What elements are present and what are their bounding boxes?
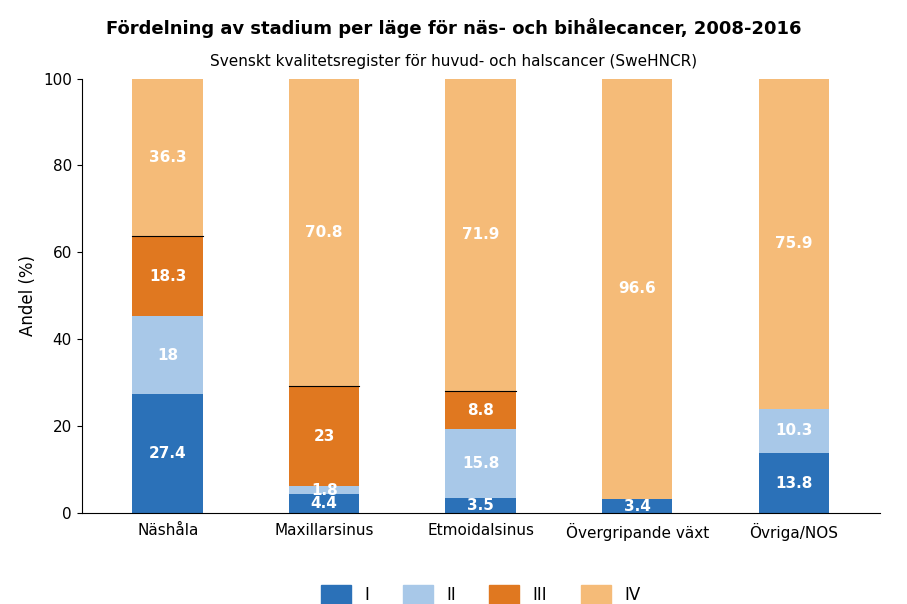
Bar xyxy=(602,499,672,513)
Bar xyxy=(132,394,203,513)
Text: 3.5: 3.5 xyxy=(467,498,494,513)
Bar xyxy=(289,79,359,387)
Text: 18: 18 xyxy=(157,348,179,362)
Text: 1.8: 1.8 xyxy=(311,483,337,498)
Text: 27.4: 27.4 xyxy=(149,446,187,461)
Text: 18.3: 18.3 xyxy=(149,269,187,284)
Text: 75.9: 75.9 xyxy=(775,236,813,251)
Bar xyxy=(602,79,672,499)
Text: 71.9: 71.9 xyxy=(462,227,500,242)
Text: 70.8: 70.8 xyxy=(306,225,343,240)
Bar xyxy=(758,79,829,408)
Y-axis label: Andel (%): Andel (%) xyxy=(19,255,37,336)
Text: Svenskt kvalitetsregister för huvud- och halscancer (SweHNCR): Svenskt kvalitetsregister för huvud- och… xyxy=(210,54,697,69)
Bar xyxy=(445,79,516,391)
Bar xyxy=(445,498,516,513)
Text: 96.6: 96.6 xyxy=(619,281,656,296)
Bar xyxy=(758,454,829,513)
Bar xyxy=(289,486,359,494)
Text: 4.4: 4.4 xyxy=(311,496,337,512)
Text: 8.8: 8.8 xyxy=(467,403,494,418)
Text: 10.3: 10.3 xyxy=(775,423,813,439)
Bar xyxy=(445,429,516,498)
Text: 3.4: 3.4 xyxy=(624,498,650,513)
Bar xyxy=(132,79,203,236)
Text: Fördelning av stadium per läge för näs- och bihålecancer, 2008-2016: Fördelning av stadium per läge för näs- … xyxy=(106,18,801,38)
Bar xyxy=(758,408,829,454)
Text: 23: 23 xyxy=(314,429,335,444)
Legend: I, II, III, IV: I, II, III, IV xyxy=(315,578,647,604)
Bar xyxy=(132,236,203,316)
Bar xyxy=(445,391,516,429)
Text: 13.8: 13.8 xyxy=(775,476,813,491)
Bar xyxy=(289,494,359,513)
Text: 36.3: 36.3 xyxy=(149,150,187,165)
Bar xyxy=(132,316,203,394)
Bar xyxy=(289,387,359,486)
Text: 15.8: 15.8 xyxy=(462,457,500,471)
